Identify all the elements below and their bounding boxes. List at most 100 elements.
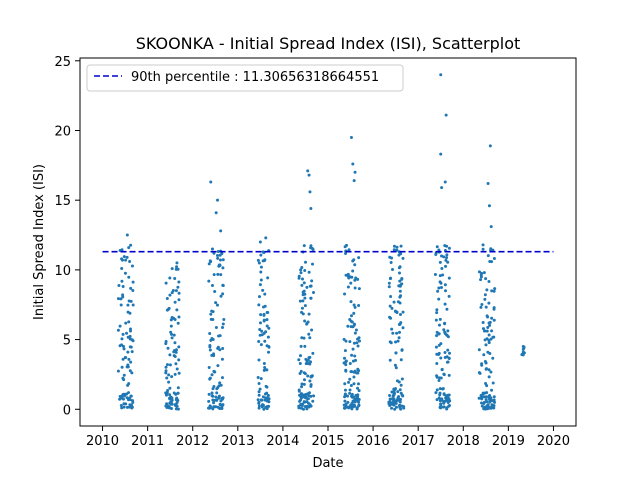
scatter-point (222, 318, 226, 322)
scatter-point (131, 400, 135, 404)
scatter-point (219, 273, 223, 277)
scatter-point (126, 350, 130, 354)
scatter-point (297, 276, 301, 280)
scatter-point (216, 249, 220, 253)
scatter-point (300, 385, 304, 389)
scatter-point (440, 186, 444, 190)
scatter-point (439, 73, 443, 77)
scatter-point (394, 399, 398, 403)
scatter-point (346, 285, 350, 289)
scatter-point (357, 287, 361, 291)
scatter-point (265, 318, 269, 322)
scatter-point (397, 253, 401, 257)
scatter-point (399, 383, 403, 387)
x-tick-label: 2017 (402, 434, 435, 449)
scatter-point (119, 297, 123, 301)
scatter-point (175, 401, 179, 405)
scatter-point (353, 263, 357, 267)
scatter-point (483, 395, 487, 399)
scatter-point (116, 297, 120, 301)
scatter-point (265, 310, 269, 314)
scatter-point (170, 336, 174, 340)
scatter-point (267, 326, 271, 330)
scatter-point (257, 404, 261, 408)
scatter-point (355, 341, 359, 345)
scatter-point (348, 377, 352, 381)
scatter-point (482, 329, 486, 333)
scatter-point (343, 245, 347, 249)
scatter-point (357, 339, 361, 343)
scatter-point (434, 391, 438, 395)
scatter-point (350, 275, 354, 279)
scatter-point (480, 404, 484, 408)
scatter-point (307, 394, 311, 398)
legend: 90th percentile : 11.30656318664551 (86, 64, 404, 92)
scatter-point (207, 262, 211, 266)
scatter-point (212, 251, 216, 255)
scatter-point (300, 336, 304, 340)
scatter-point (266, 335, 270, 339)
scatter-point (356, 394, 359, 398)
scatter-point (258, 283, 262, 287)
scatter-point (267, 350, 271, 354)
scatter-point (305, 360, 309, 364)
scatter-point (309, 207, 313, 211)
scatter-point (388, 393, 392, 397)
scatter-point (118, 324, 122, 328)
scatter-point (302, 289, 306, 293)
scatter-point (398, 313, 402, 317)
x-tick-label: 2019 (492, 434, 525, 449)
scatter-point (301, 277, 304, 281)
scatter-point (482, 271, 486, 275)
scatter-point (485, 314, 489, 318)
scatter-point (164, 365, 168, 369)
scatter-point (521, 350, 525, 354)
scatter-point (311, 351, 315, 355)
scatter-point (166, 388, 170, 392)
scatter-point (303, 304, 307, 308)
scatter-point (219, 383, 223, 387)
scatter-point (446, 260, 450, 264)
scatter-point (447, 400, 451, 404)
scatter-point (489, 225, 493, 229)
scatter-point (301, 299, 305, 303)
scatter-point (259, 265, 263, 269)
scatter-point (344, 360, 348, 364)
scatter-point (174, 398, 178, 402)
scatter-point (437, 396, 441, 400)
scatter-point (207, 279, 211, 283)
scatter-point (166, 346, 170, 350)
scatter-point (221, 283, 225, 287)
scatter-point (302, 407, 305, 411)
scatter-point (215, 398, 219, 402)
scatter-point (479, 396, 483, 400)
scatter-point (309, 360, 313, 364)
y-tick-label: 10 (54, 264, 71, 279)
scatter-point (302, 395, 306, 399)
scatter-point (260, 398, 264, 402)
scatter-point (176, 391, 180, 395)
scatter-point (394, 405, 398, 409)
scatter-point (387, 281, 391, 285)
scatter-point (447, 373, 451, 377)
scatter-point (122, 373, 126, 377)
scatter-point (351, 347, 355, 351)
scatter-point (265, 407, 269, 411)
scatter-point (439, 356, 443, 360)
scatter-point (124, 356, 128, 360)
scatter-point (352, 322, 356, 326)
scatter-point (445, 307, 449, 311)
scatter-point (392, 300, 396, 304)
scatter-point (397, 380, 401, 384)
scatter-point (445, 253, 449, 257)
scatter-point (298, 399, 302, 403)
scatter-point (169, 330, 173, 334)
scatter-point (301, 293, 305, 297)
scatter-point (388, 315, 392, 319)
x-axis-ticks: 2010 2011 2012 2013 2014 2015 2016 2017 2018 2019… (86, 426, 570, 449)
scatter-point (440, 367, 444, 371)
scatter-point (259, 343, 263, 347)
y-axis-ticks: 0 5 10 15 20 25 (54, 55, 80, 418)
scatter-point (169, 407, 173, 411)
scatter-point (168, 276, 172, 280)
